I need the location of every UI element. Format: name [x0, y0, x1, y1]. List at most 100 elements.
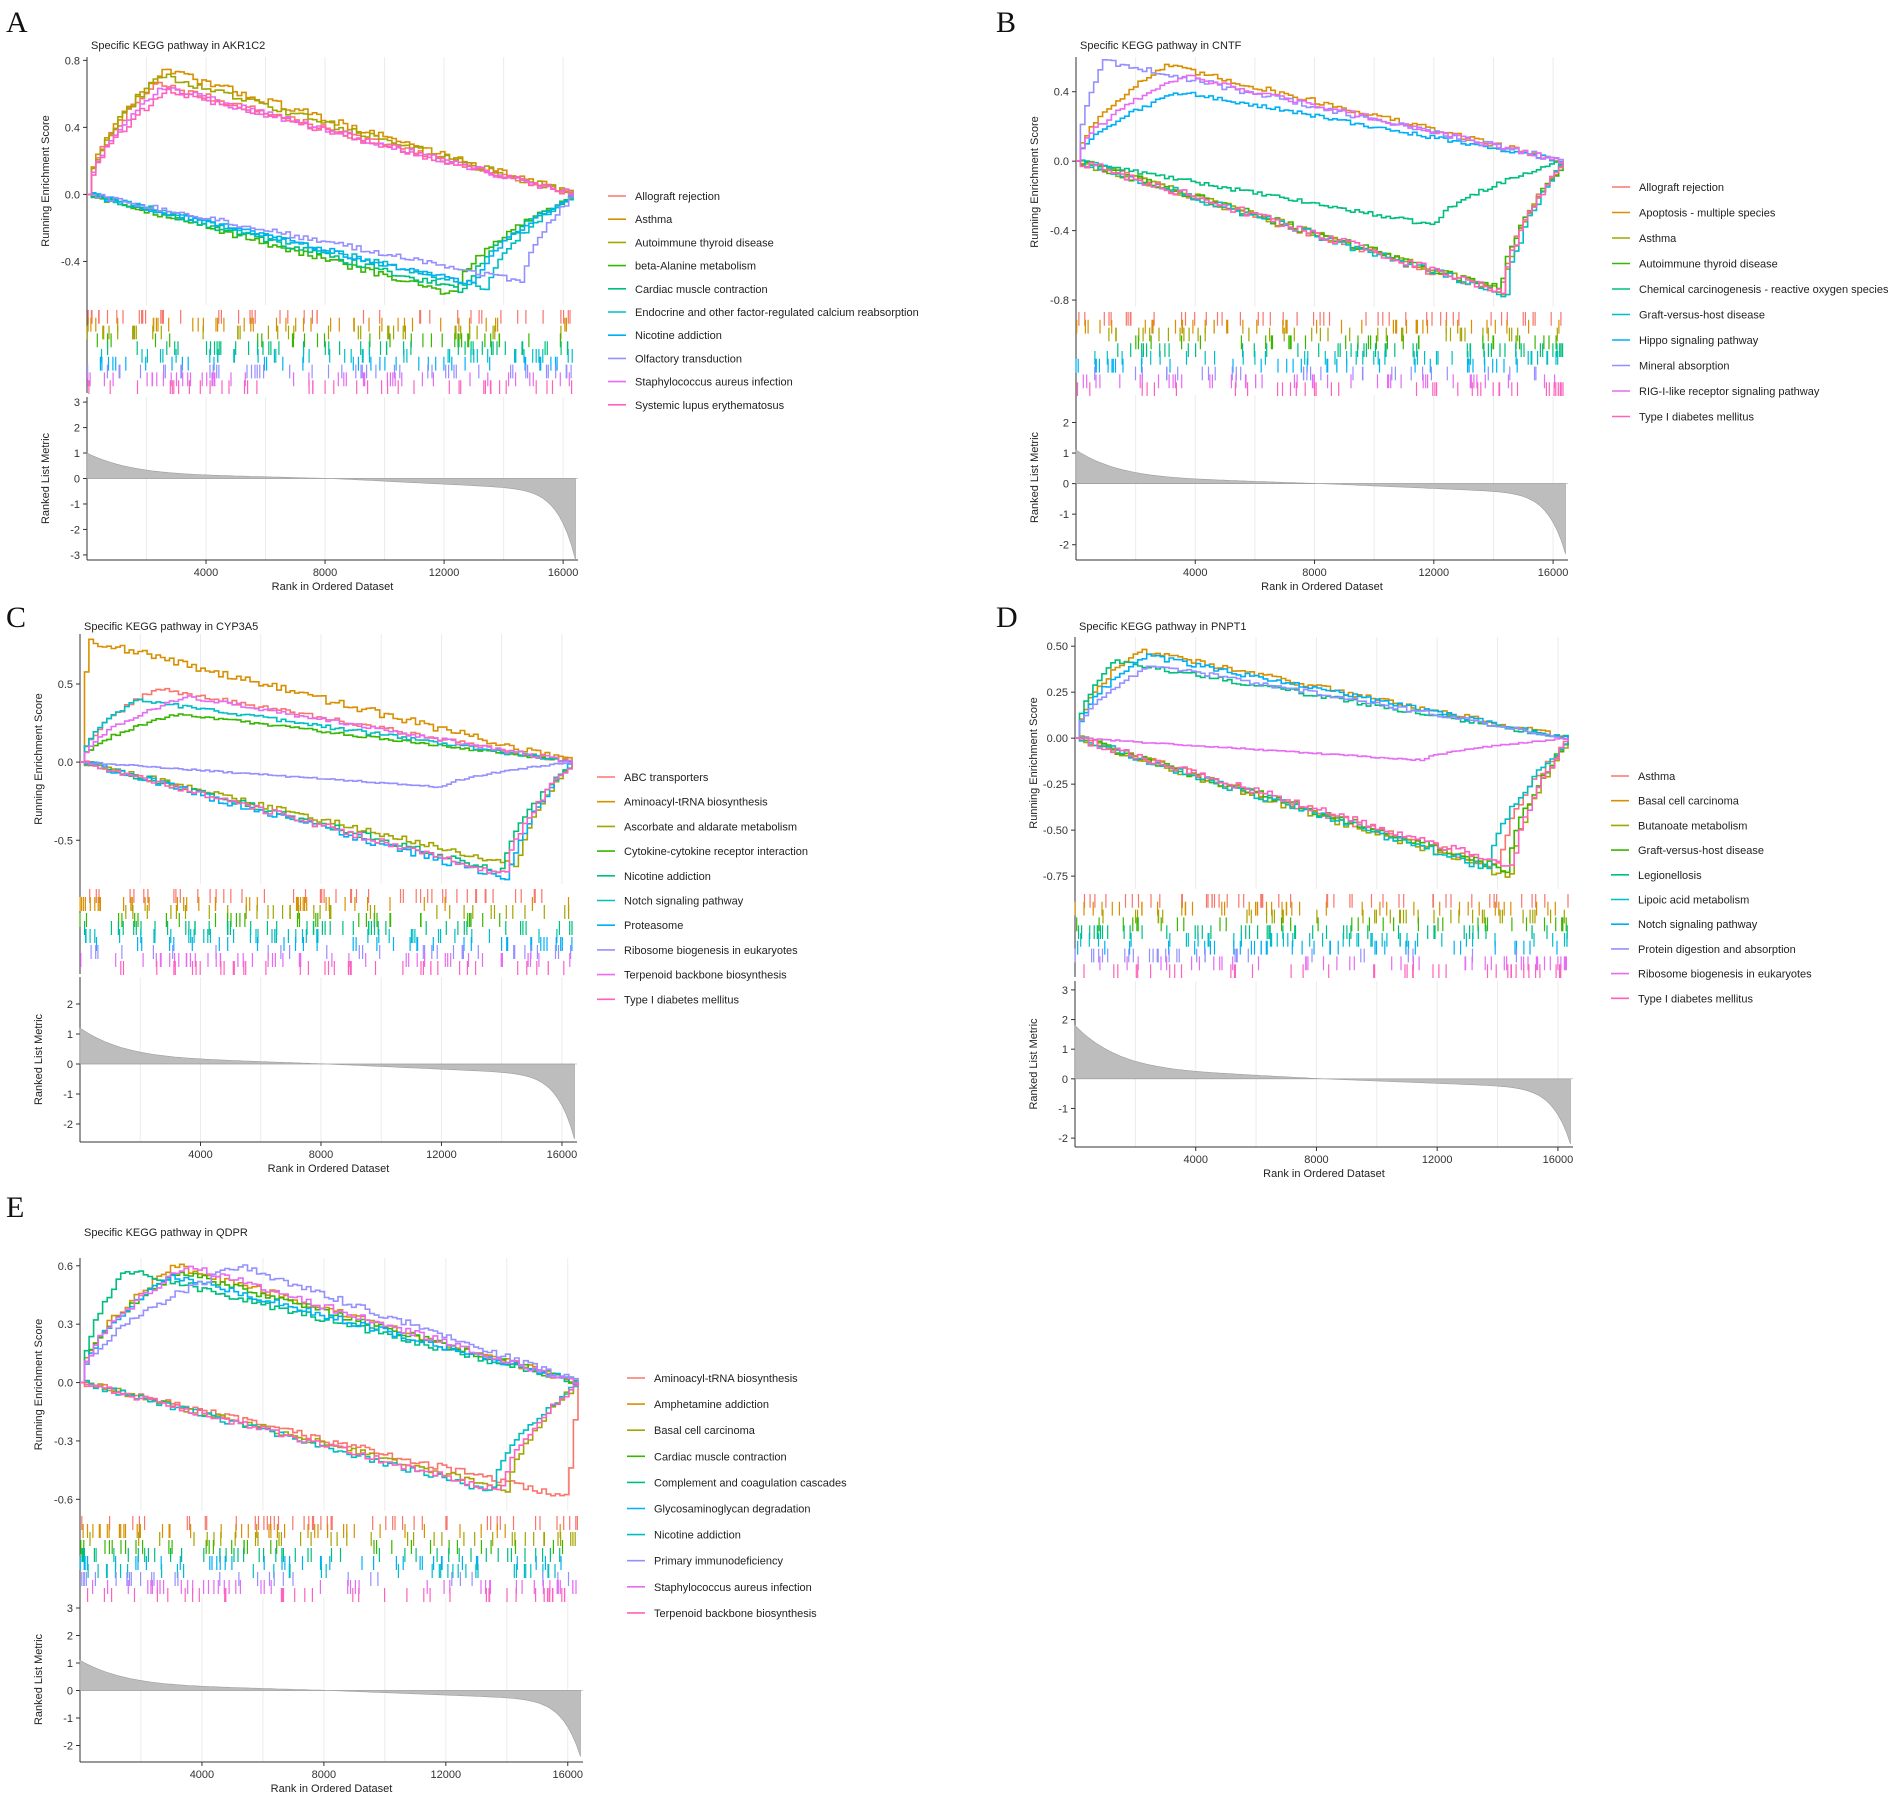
- legend-label: Olfactory transduction: [635, 353, 742, 365]
- hit-marks: [1078, 312, 1562, 326]
- legend-label: Cardiac muscle contraction: [635, 284, 768, 296]
- hit-marks: [99, 356, 558, 371]
- legend-label: RIG-I-like receptor signaling pathway: [1639, 386, 1820, 398]
- legend-label: Amphetamine addiction: [654, 1399, 769, 1411]
- x-tick-label: 8000: [1304, 1154, 1328, 1166]
- x-tick-label: 4000: [188, 1149, 212, 1161]
- rank-y-tick-label: -1: [1059, 509, 1069, 521]
- rank-y-label: Ranked List Metric: [33, 1633, 45, 1725]
- es-curve: [87, 193, 574, 295]
- panel-e: Specific KEGG pathway in QDPR -0.6 -0.3 0.0…: [33, 1227, 847, 1795]
- es-y-tick-label: 0.0: [58, 757, 73, 769]
- legend-label: Basal cell carcinoma: [654, 1425, 756, 1437]
- es-y-tick-label: -0.4: [61, 256, 80, 268]
- x-tick-label: 4000: [1183, 1154, 1207, 1166]
- legend-label: Ribosome biogenesis in eukaryotes: [624, 945, 798, 957]
- rank-y-tick-label: 0: [67, 1686, 73, 1698]
- es-curve: [1075, 736, 1569, 870]
- hit-marks: [81, 1516, 578, 1530]
- es-y-label: Running Enrichment Score: [1028, 697, 1040, 828]
- hit-marks: [1077, 925, 1568, 939]
- legend-label: Allograft rejection: [1639, 182, 1724, 194]
- hit-marks: [1083, 964, 1562, 978]
- rank-y-tick-label: -2: [1058, 1133, 1068, 1145]
- legend-label: Ascorbate and aldarate metabolism: [624, 821, 797, 833]
- x-tick-label: 16000: [1543, 1154, 1574, 1166]
- es-curve: [1075, 736, 1569, 867]
- hit-marks: [86, 325, 562, 340]
- legend-label: Ribosome biogenesis in eukaryotes: [1638, 969, 1812, 981]
- rank-y-tick-label: 1: [67, 1658, 73, 1670]
- rank-y-tick-label: 1: [1062, 1044, 1068, 1056]
- hit-marks: [1117, 343, 1564, 357]
- hit-marks: [1082, 374, 1556, 389]
- ranked-metric-area: [1074, 1024, 1571, 1145]
- hit-marks: [1075, 358, 1518, 373]
- es-curve: [1075, 735, 1569, 878]
- es-curve: [80, 1270, 579, 1384]
- legend-label: Primary immunodeficiency: [654, 1556, 783, 1568]
- x-tick-label: 16000: [547, 1149, 578, 1161]
- legend-label: Terpenoid backbone biosynthesis: [654, 1608, 817, 1620]
- es-curve: [1076, 91, 1564, 163]
- es-y-tick-label: 0.4: [1054, 87, 1069, 99]
- legend-label: Hippo signaling pathway: [1639, 335, 1759, 347]
- es-curve: [87, 88, 574, 196]
- legend-label: Notch signaling pathway: [1638, 919, 1758, 931]
- rank-y-tick-label: 0: [74, 474, 80, 486]
- hit-marks: [79, 913, 501, 927]
- legend-label: Type I diabetes mellitus: [1639, 412, 1754, 424]
- x-axis-label: Rank in Ordered Dataset: [1263, 1168, 1385, 1180]
- hit-marks: [80, 953, 571, 967]
- rank-y-label: Ranked List Metric: [1028, 1018, 1040, 1110]
- x-tick-label: 4000: [1183, 567, 1207, 579]
- hit-marks: [95, 937, 573, 951]
- es-y-tick-label: 0.50: [1047, 641, 1068, 653]
- hit-marks: [96, 333, 561, 348]
- legend-label: Lipoic acid metabolism: [1638, 895, 1749, 907]
- hit-marks: [107, 341, 569, 355]
- hit-marks: [1083, 894, 1569, 908]
- panel-letter-d: D: [996, 601, 1018, 634]
- es-curve: [1075, 665, 1569, 740]
- x-tick-label: 8000: [309, 1149, 333, 1161]
- panel-title: Specific KEGG pathway in AKR1C2: [91, 40, 265, 52]
- x-tick-label: 8000: [312, 1769, 336, 1781]
- es-curve: [87, 193, 574, 283]
- es-y-label: Running Enrichment Score: [40, 115, 52, 246]
- es-y-tick-label: 0.0: [58, 1378, 73, 1390]
- es-y-tick-label: 0.4: [65, 122, 80, 134]
- rank-y-label: Ranked List Metric: [40, 432, 52, 524]
- ranked-metric-area: [79, 1659, 581, 1757]
- legend-label: Allograft rejection: [635, 191, 720, 203]
- panel-title: Specific KEGG pathway in PNPT1: [1079, 621, 1247, 633]
- hit-marks: [92, 1580, 577, 1594]
- x-tick-label: 16000: [552, 1769, 583, 1781]
- es-y-label: Running Enrichment Score: [33, 1319, 45, 1450]
- legend-label: ABC transporters: [624, 772, 709, 784]
- hit-marks: [1076, 319, 1560, 334]
- es-y-tick-label: 0.0: [1054, 156, 1069, 168]
- hit-marks: [87, 364, 572, 379]
- hit-marks: [1099, 956, 1567, 971]
- es-y-tick-label: 0.6: [58, 1261, 73, 1273]
- es-y-tick-label: 0.5: [58, 679, 73, 691]
- legend-label: Glycosaminoglycan degradation: [654, 1504, 811, 1516]
- es-curve: [80, 1271, 579, 1384]
- rank-y-tick-label: 1: [67, 1029, 73, 1041]
- legend-label: Notch signaling pathway: [624, 896, 744, 908]
- legend-label: Mineral absorption: [1639, 361, 1730, 373]
- es-y-tick-label: 0.8: [65, 55, 80, 67]
- x-axis-label: Rank in Ordered Dataset: [272, 581, 394, 593]
- es-curve: [80, 1381, 579, 1491]
- rank-y-tick-label: 3: [1062, 985, 1068, 997]
- x-tick-label: 12000: [431, 1769, 462, 1781]
- es-curve: [1076, 159, 1564, 226]
- x-tick-label: 8000: [313, 567, 337, 579]
- rank-y-tick-label: -2: [1059, 540, 1069, 552]
- rank-y-tick-label: -2: [63, 1741, 73, 1753]
- legend-label: Apoptosis - multiple species: [1639, 208, 1776, 220]
- es-curve: [80, 698, 573, 763]
- es-curve: [1076, 159, 1564, 298]
- legend-label: beta-Alanine metabolism: [635, 261, 756, 273]
